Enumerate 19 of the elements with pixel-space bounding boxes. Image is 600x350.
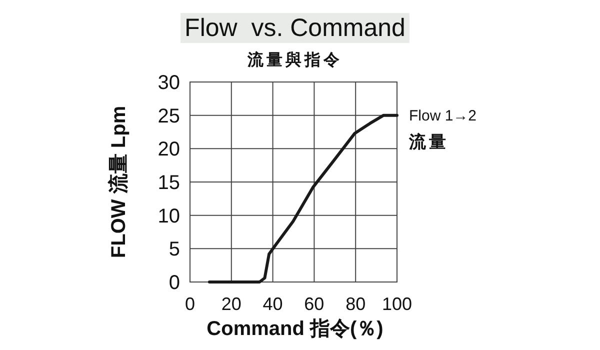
y-tick-label: 15 <box>158 172 180 194</box>
chart-subtitle: 流量與指令 <box>246 50 342 69</box>
y-axis-title: FLOW 流量 Lpm <box>107 106 130 258</box>
x-tick-label: 80 <box>346 294 366 314</box>
y-tick-label: 30 <box>158 72 180 94</box>
y-tick-label: 25 <box>158 105 180 128</box>
x-axis-title: Command 指令(％) <box>206 318 384 340</box>
y-tick-label: 5 <box>168 238 180 261</box>
x-tick-label: 60 <box>304 294 324 314</box>
x-tick-label: 100 <box>382 294 412 314</box>
x-tick-label: 40 <box>262 294 283 314</box>
y-tick-label: 10 <box>158 205 180 228</box>
y-tick-label: 20 <box>158 138 180 161</box>
y-tick-label: 0 <box>168 272 180 294</box>
x-tick-label: 20 <box>221 294 242 314</box>
title: Flow vs. Command <box>180 13 410 43</box>
series-label: Flow 1→2 <box>409 107 477 124</box>
x-tick-label: 0 <box>184 294 196 314</box>
text: 流量 <box>408 132 449 152</box>
